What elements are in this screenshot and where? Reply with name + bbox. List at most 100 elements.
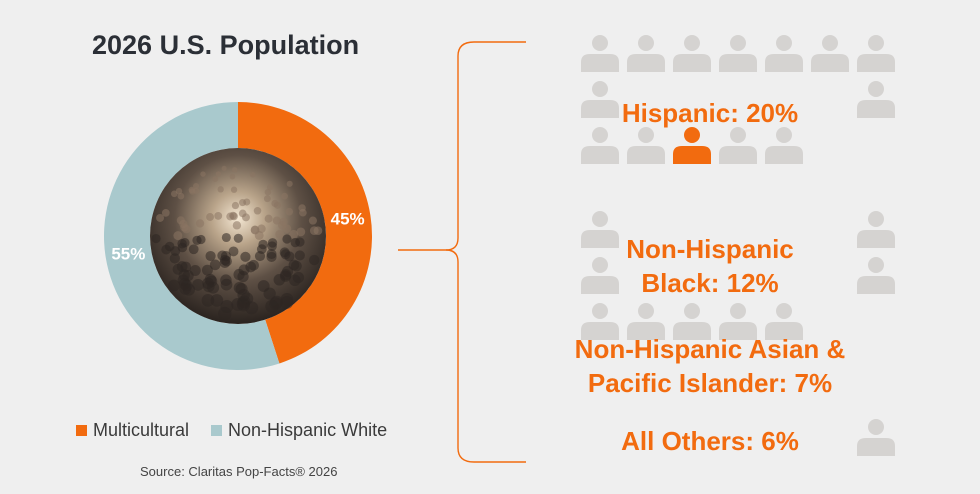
crowd-head [173, 231, 183, 241]
crowd-head [228, 246, 239, 257]
crowd-head [192, 235, 202, 245]
crowd-head [266, 184, 274, 191]
person-icon [857, 81, 895, 118]
chart-title: 2026 U.S. Population [92, 30, 360, 60]
crowd-head [253, 206, 262, 215]
crowd-head [151, 233, 161, 244]
crowd-head [232, 221, 242, 230]
crowd-head [291, 260, 302, 272]
legend-swatch-non-hispanic-white [211, 425, 223, 436]
crowd-head [201, 264, 213, 276]
crowd-head [180, 237, 190, 248]
crowd-head [200, 171, 206, 177]
crowd-head [309, 226, 319, 235]
crowd-head [284, 251, 295, 262]
crowd-head [265, 299, 279, 313]
crowd-head [296, 227, 306, 237]
person-icon [627, 35, 665, 72]
crowd-head [238, 264, 250, 276]
person-icon [627, 303, 665, 340]
crowd-head [192, 182, 200, 190]
crowd-head [245, 301, 259, 315]
crowd-head [175, 187, 183, 195]
crowd-head [189, 188, 196, 195]
person-icon [857, 35, 895, 72]
person-icon [673, 303, 711, 340]
crowd-head [217, 186, 224, 193]
source-note: Source: Claritas Pop-Facts® 2026 [140, 464, 338, 479]
crowd-head [299, 208, 307, 217]
crowd-head [221, 255, 232, 267]
crowd-head [308, 216, 317, 225]
crowd-head [263, 195, 271, 203]
person-icon [581, 35, 619, 72]
crowd-head [231, 201, 240, 210]
crowd-head [264, 214, 273, 223]
crowd-head [229, 173, 236, 180]
crowd-head [207, 281, 220, 294]
crowd-head [275, 229, 285, 239]
slice-value-label: 55% [111, 244, 145, 263]
crowd-head [169, 253, 180, 264]
crowd-head [267, 241, 277, 251]
legend-label: Multicultural [93, 420, 190, 440]
person-icon [857, 419, 895, 456]
crowd-head [282, 224, 292, 234]
crowd-head [289, 229, 299, 239]
crowd-head [233, 233, 243, 243]
crowd-head [239, 199, 247, 207]
person-icon [673, 35, 711, 72]
crowd-head [257, 224, 266, 234]
crowd-head [280, 269, 292, 281]
crowd-head [206, 213, 215, 221]
person-icon-highlighted [673, 127, 711, 164]
crowd-head [178, 269, 190, 281]
crowd-head [285, 207, 294, 216]
crowd-head [280, 296, 294, 309]
group-label-black: Non-Hispanic Black: 12% [626, 234, 794, 298]
person-icon [581, 257, 619, 294]
person-icon [627, 127, 665, 164]
crowd-head [271, 199, 279, 208]
crowd-head [264, 188, 272, 196]
person-icon [719, 127, 757, 164]
crowd-head [226, 212, 235, 221]
crowd-head [279, 217, 288, 226]
legend-label: Non-Hispanic White [228, 420, 388, 440]
crowd-head [290, 237, 300, 248]
legend-swatch-multicultural [76, 425, 87, 436]
crowd-head [254, 251, 266, 262]
legend-item-non-hispanic-white: Non-Hispanic White [211, 420, 387, 441]
crowd-head [272, 216, 281, 225]
crowd-head [233, 281, 246, 294]
person-icon [811, 35, 849, 72]
crowd-head [263, 287, 276, 300]
crowd-head [221, 165, 227, 171]
crowd-head [170, 190, 178, 198]
person-icon [857, 211, 895, 248]
crowd-head [212, 176, 219, 183]
person-icon [581, 303, 619, 340]
crowd-head [176, 261, 188, 272]
crowd-head [220, 274, 232, 286]
crowd-head [221, 232, 231, 243]
group-label-hispanic: Hispanic: 20% [621, 98, 799, 128]
crowd-head [180, 223, 189, 232]
person-icon [581, 211, 619, 248]
crowd-head [241, 213, 250, 222]
crowd-head [177, 192, 185, 200]
person-icon [765, 127, 803, 164]
crowd-head [210, 294, 224, 307]
crowd-head [282, 234, 292, 244]
donut-slice-non-hispanic-white [103, 102, 280, 370]
crowd-head [156, 213, 165, 222]
crowd-head [182, 283, 196, 296]
crowd-head [230, 186, 238, 193]
group-label-asian-pacific: Non-Hispanic Asian & Pacific Islander: 7… [574, 334, 846, 398]
crowd-head [176, 216, 185, 225]
person-icon [719, 303, 757, 340]
crowd-head [286, 180, 293, 187]
